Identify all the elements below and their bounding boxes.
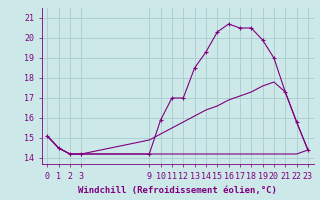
X-axis label: Windchill (Refroidissement éolien,°C): Windchill (Refroidissement éolien,°C)	[78, 186, 277, 195]
